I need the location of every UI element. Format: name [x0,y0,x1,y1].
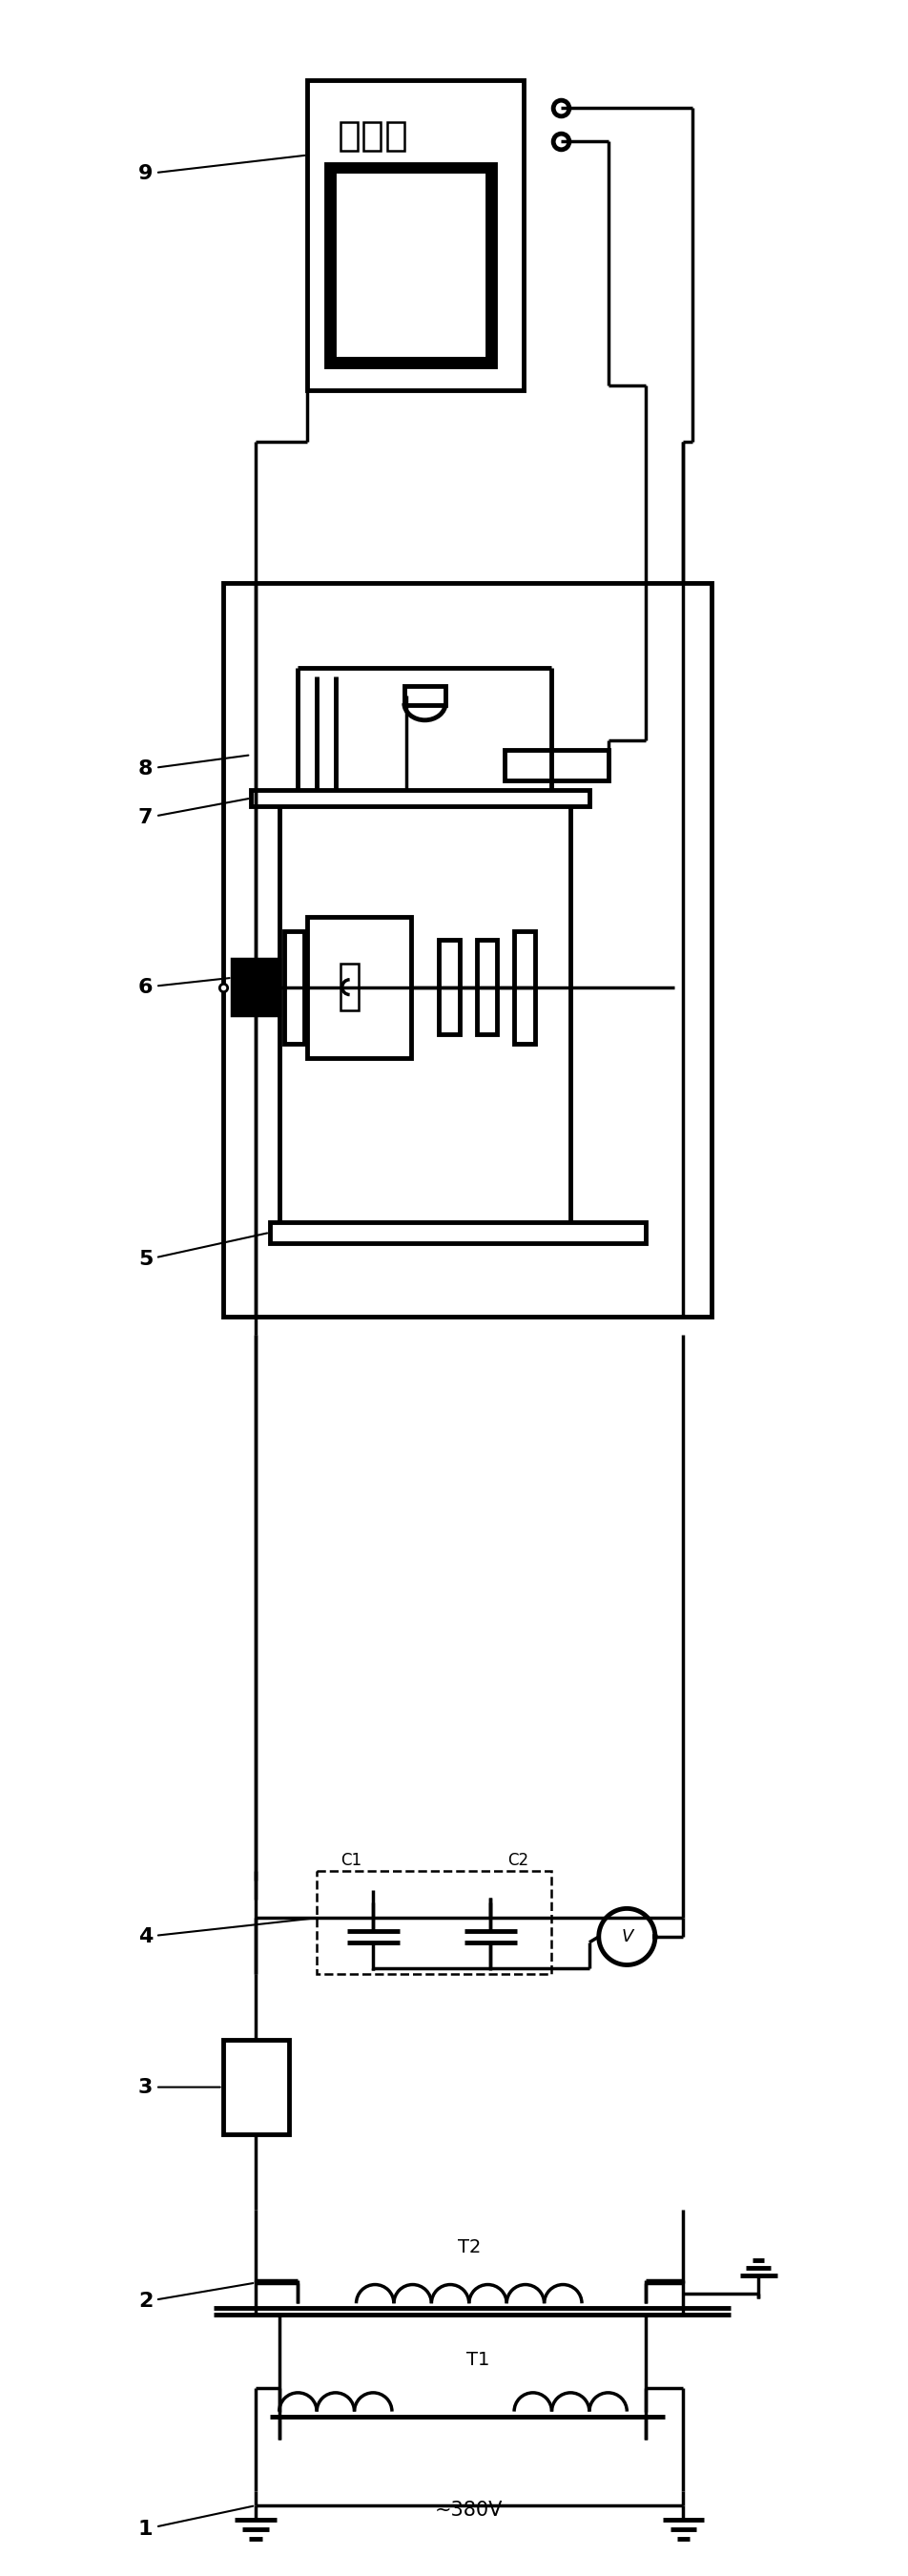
Text: 8: 8 [138,755,248,778]
Bar [404,685,445,706]
Bar [326,165,495,366]
Bar [317,1870,551,1973]
Polygon shape [598,1909,655,1965]
Text: ~380V: ~380V [435,2501,502,2519]
Bar [270,1221,645,1242]
Bar [476,940,497,1033]
Text: 5: 5 [138,1234,267,1270]
Text: C1: C1 [340,1852,361,1870]
Bar [504,750,607,781]
Text: C2: C2 [507,1852,528,1870]
Bar [222,2040,288,2133]
Bar [340,121,357,149]
Bar [222,582,711,1316]
Text: 2: 2 [138,2282,252,2311]
Bar [251,791,588,806]
Bar [283,930,304,1043]
Bar [363,121,380,149]
Text: 7: 7 [138,799,248,827]
Bar [307,80,523,389]
Bar [333,170,488,358]
Bar [514,930,534,1043]
Bar [439,940,459,1033]
Bar [387,121,404,149]
Text: 1: 1 [138,2506,252,2537]
Bar [232,958,279,1015]
Text: 6: 6 [138,979,230,997]
Text: 9: 9 [138,155,304,183]
Text: T1: T1 [467,2352,489,2370]
Text: 3: 3 [138,2079,220,2097]
Bar [340,963,359,1010]
Bar [307,917,410,1059]
Text: V: V [620,1927,632,1945]
Text: T2: T2 [457,2239,480,2257]
Text: 4: 4 [138,1919,314,1947]
